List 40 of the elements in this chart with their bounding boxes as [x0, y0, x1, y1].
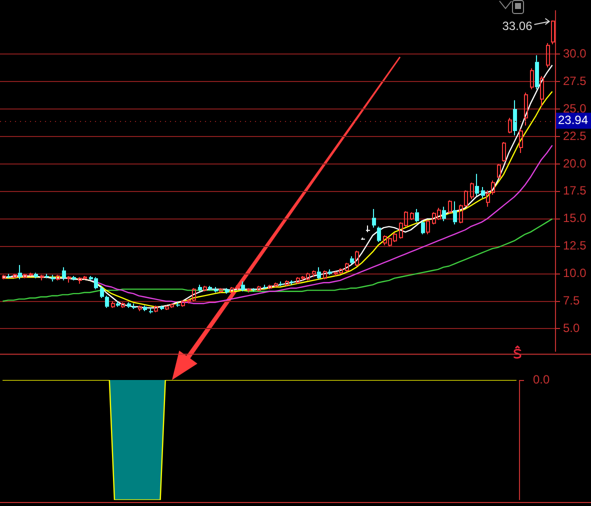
annotation: 33.06 — [502, 18, 533, 33]
ref-line-label: 23.94 — [558, 113, 588, 128]
candlestick — [214, 286, 218, 293]
candlestick — [481, 186, 485, 199]
candlestick — [208, 285, 212, 291]
candlestick — [279, 281, 283, 286]
candlestick — [442, 206, 446, 222]
y-tick-label: 30.0 — [563, 46, 587, 60]
candlestick — [453, 200, 457, 225]
candlestick — [350, 256, 354, 264]
candlestick — [241, 281, 245, 292]
y-tick-label: 5.0 — [563, 321, 580, 336]
candlestick — [160, 305, 164, 311]
candlestick — [415, 208, 419, 223]
candlestick — [143, 305, 147, 312]
candlestick — [524, 92, 528, 126]
candlestick — [513, 100, 517, 136]
y-tick-label: 27.5 — [563, 74, 587, 88]
candlestick — [475, 173, 479, 196]
y-tick-label: 20.0 — [563, 156, 587, 170]
candlestick — [100, 285, 104, 298]
y-tick-label: 25.0 — [563, 101, 587, 116]
y-tick-label: 7.5 — [563, 294, 580, 308]
y-tick-label: 12.5 — [563, 238, 587, 253]
candlestick — [328, 268, 332, 276]
candlestick — [116, 300, 120, 308]
candlestick — [540, 76, 544, 108]
candlestick — [18, 264, 22, 280]
candlestick — [535, 54, 539, 90]
text: 0.0 — [533, 372, 550, 386]
y-tick-label: 10.0 — [563, 266, 587, 280]
candlestick — [421, 220, 425, 235]
candlestick — [34, 272, 38, 279]
y-tick-label: 17.5 — [563, 184, 587, 198]
candlestick — [198, 284, 202, 292]
candlestick — [317, 266, 321, 280]
y-tick-label: 15.0 — [563, 211, 587, 226]
candlestick — [62, 266, 66, 281]
candlestick — [372, 208, 376, 228]
y-tick-label: 22.5 — [563, 128, 587, 143]
